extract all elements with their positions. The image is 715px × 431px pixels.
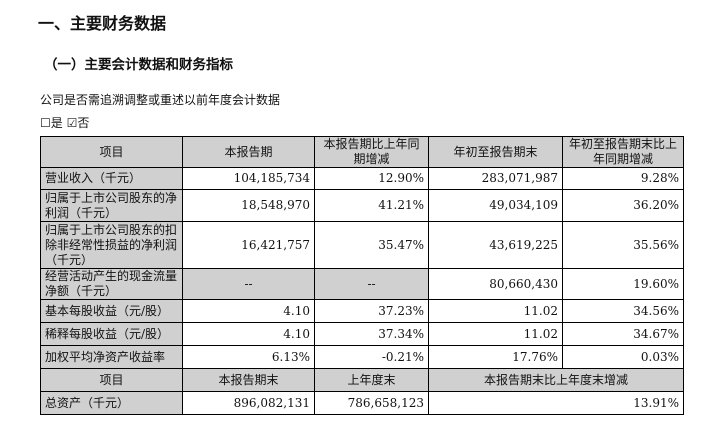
value-cell: 4.10 [182, 299, 315, 323]
row-label: 经营活动产生的现金流量净额（千元） [40, 268, 183, 300]
option-yes: 是 [50, 116, 63, 130]
value-cell: 19.60% [562, 268, 684, 300]
column-header: 本报告期末比上年度末增减 [428, 368, 684, 392]
column-header: 项目 [40, 368, 183, 392]
value-cell: 13.91% [428, 391, 684, 415]
value-cell: 11.02 [428, 322, 563, 346]
column-header: 年初至报告期末 [428, 136, 563, 168]
value-cell: -- [314, 268, 429, 300]
row-label: 加权平均净资产收益率 [40, 345, 183, 369]
column-header: 项目 [40, 136, 183, 168]
checkbox-unchecked-icon[interactable]: ☐ [40, 116, 51, 130]
table-row: 基本每股收益（元/股） 4.10 37.23% 11.02 34.56% [40, 299, 684, 323]
row-label: 归属于上市公司股东的净利润（千元） [40, 189, 183, 222]
row-label: 营业收入（千元） [40, 167, 183, 190]
value-cell: 18,548,970 [182, 189, 315, 222]
checkbox-checked-icon[interactable]: ☑ [66, 116, 78, 130]
value-cell: 9.28% [562, 167, 684, 190]
column-header: 本报告期 [182, 136, 315, 168]
value-cell: -- [182, 268, 315, 300]
value-cell: 17.76% [428, 345, 563, 369]
restatement-question: 公司是否需追溯调整或重述以前年度会计数据 [40, 93, 281, 107]
restatement-options: ☐是 ☑否 [40, 114, 89, 131]
value-cell: 16,421,757 [182, 221, 315, 269]
row-label: 总资产（千元） [40, 391, 183, 415]
option-no: 否 [77, 116, 90, 130]
value-cell: 34.67% [562, 322, 684, 346]
value-cell: 0.03% [562, 345, 684, 369]
value-cell: 283,071,987 [428, 167, 563, 190]
value-cell: 11.02 [428, 299, 563, 323]
table-row: 归属于上市公司股东的净利润（千元） 18,548,970 41.21% 49,034,… [40, 189, 684, 222]
value-cell: 37.34% [314, 322, 429, 346]
value-cell: 786,658,123 [314, 391, 429, 415]
value-cell: -0.21% [314, 345, 429, 369]
section-heading: 一、主要财务数据 [38, 14, 167, 33]
column-header: 本报告期末 [182, 368, 315, 392]
financial-data-table: 项目 本报告期 本报告期比上年同期增减 年初至报告期末 年初至报告期末比上年同期增减 营业… [40, 136, 684, 415]
value-cell: 35.47% [314, 221, 429, 269]
value-cell: 34.56% [562, 299, 684, 323]
column-header: 本报告期比上年同期增减 [314, 136, 429, 168]
value-cell: 43,619,225 [428, 221, 563, 269]
table-row: 归属于上市公司股东的扣除非经常性损益的净利润（千元） 16,421,757 35.4… [40, 221, 684, 269]
value-cell: 896,082,131 [182, 391, 315, 415]
value-cell: 80,660,430 [428, 268, 563, 300]
table-row: 稀释每股收益（元/股） 4.10 37.34% 11.02 34.67% [40, 322, 684, 346]
table-row: 经营活动产生的现金流量净额（千元） -- -- 80,660,430 19.60% [40, 268, 684, 300]
value-cell: 37.23% [314, 299, 429, 323]
header-row: 项目 本报告期 本报告期比上年同期增减 年初至报告期末 年初至报告期末比上年同期增减 [40, 136, 684, 168]
value-cell: 49,034,109 [428, 189, 563, 222]
table-row: 总资产（千元） 896,082,131 786,658,123 13.91% [40, 391, 684, 415]
table-row: 加权平均净资产收益率 6.13% -0.21% 17.76% 0.03% [40, 345, 684, 369]
value-cell: 41.21% [314, 189, 429, 222]
value-cell: 4.10 [182, 322, 315, 346]
row-label: 基本每股收益（元/股） [40, 299, 183, 323]
row-label: 稀释每股收益（元/股） [40, 322, 183, 346]
value-cell: 6.13% [182, 345, 315, 369]
value-cell: 12.90% [314, 167, 429, 190]
row-label: 归属于上市公司股东的扣除非经常性损益的净利润（千元） [40, 221, 183, 269]
column-header: 上年度末 [314, 368, 429, 392]
value-cell: 104,185,734 [182, 167, 315, 190]
subsection-heading: （一）主要会计数据和财务指标 [44, 57, 233, 73]
column-header: 年初至报告期末比上年同期增减 [562, 136, 684, 168]
header-row-2: 项目 本报告期末 上年度末 本报告期末比上年度末增减 [40, 368, 684, 392]
table-row: 营业收入（千元） 104,185,734 12.90% 283,071,987 9.28… [40, 167, 684, 190]
value-cell: 35.56% [562, 221, 684, 269]
value-cell: 36.20% [562, 189, 684, 222]
